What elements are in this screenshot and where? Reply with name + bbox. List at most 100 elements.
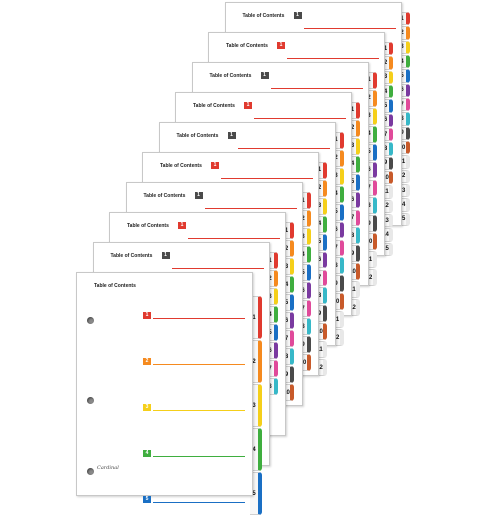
- divider-tab: 3: [332, 167, 344, 185]
- sheet-title: Table of Contents: [127, 223, 169, 229]
- sheet-title: Table of Contents: [94, 283, 136, 289]
- toc-number-box: 1: [161, 252, 170, 259]
- divider-tab: 5: [332, 203, 344, 221]
- divider-tab: 15: [382, 242, 393, 256]
- divider-tab: 11: [332, 311, 344, 329]
- divider-tab: 3: [316, 197, 327, 215]
- divider-tab: 7: [283, 330, 294, 347]
- divider-tab: 1: [349, 102, 360, 119]
- divider-tab: 1: [382, 42, 393, 56]
- divider-tab: 8: [365, 197, 377, 215]
- divider-tab: 7: [365, 179, 377, 197]
- divider-tab: 5: [398, 69, 410, 83]
- divider-tab: 5: [365, 143, 377, 161]
- sheet-title: Table of Contents: [209, 73, 252, 79]
- divider-tab: 12: [332, 329, 344, 346]
- divider-tab: 13: [398, 184, 410, 198]
- sheet-title: Table of Contents: [110, 253, 153, 259]
- sheet-title: Table of Contents: [242, 13, 285, 19]
- toc-number-box: 1: [260, 72, 269, 79]
- divider-tab: 9: [398, 126, 410, 140]
- divider-tab: 4: [316, 215, 327, 233]
- divider-tab: 10: [299, 354, 311, 371]
- divider-tab: 5: [382, 99, 393, 113]
- divider-tab: 6: [283, 312, 294, 329]
- punch-hole: [87, 317, 94, 325]
- toc-entry-line: [153, 456, 245, 457]
- divider-tab: 12: [382, 199, 393, 213]
- divider-tab: 13: [382, 214, 393, 228]
- divider-tab: 6: [398, 83, 410, 97]
- divider-tab: 4: [382, 85, 393, 99]
- divider-tab: 11: [365, 251, 377, 269]
- divider-tab: 9: [316, 305, 327, 323]
- divider-tab: 1: [398, 12, 410, 26]
- toc-number-box: 1: [178, 222, 186, 229]
- divider-tab: 10: [398, 141, 410, 155]
- divider-tab: 12: [398, 169, 410, 183]
- divider-tab: 12: [349, 299, 360, 316]
- divider-tab: 14: [382, 228, 393, 242]
- divider-tab: 11: [398, 155, 410, 169]
- divider-tab: 4: [332, 185, 344, 203]
- toc-entry-line: [153, 502, 245, 503]
- toc-entry-line: [254, 118, 346, 119]
- divider-tab: 7: [332, 239, 344, 257]
- divider-tab: 15: [398, 212, 410, 226]
- toc-entry-line: [270, 88, 363, 89]
- toc-entry-line: [303, 28, 396, 29]
- toc-number-box: 1: [143, 312, 151, 319]
- divider-tab: 5: [299, 264, 311, 281]
- divider-tab: 1: [266, 252, 278, 269]
- toc-entry-line: [287, 58, 379, 59]
- divider-tab: 3: [266, 288, 278, 305]
- divider-tab: 2: [283, 240, 294, 257]
- divider-tab: 6: [266, 342, 278, 359]
- divider-tab: 4: [283, 276, 294, 293]
- divider-tab: 6: [332, 221, 344, 239]
- divider-tab: 2: [299, 210, 311, 227]
- divider-tab: 1: [316, 162, 327, 179]
- punch-hole: [87, 468, 94, 476]
- toc-entry-line: [153, 364, 245, 365]
- divider-tab: 10: [365, 233, 377, 251]
- toc-number-box: 1: [227, 132, 236, 139]
- divider-tab: 6: [365, 161, 377, 179]
- divider-tab: 10: [283, 384, 294, 401]
- toc-entry-line: [153, 410, 245, 411]
- divider-tab: 7: [349, 209, 360, 227]
- divider-tab: 5: [283, 294, 294, 311]
- divider-tab: 1: [332, 132, 344, 149]
- divider-tab: 9: [332, 275, 344, 293]
- divider-tab: 11: [349, 281, 360, 299]
- divider-tab: 2: [365, 89, 377, 107]
- divider-tab: 8: [398, 112, 410, 126]
- toc-entry-line: [188, 238, 280, 239]
- divider-tab: 2: [398, 26, 410, 40]
- divider-tab: 9: [365, 215, 377, 233]
- toc-number-box: 4: [143, 450, 151, 457]
- divider-tab: 1: [299, 192, 311, 209]
- sheet-title: Table of Contents: [226, 43, 268, 49]
- divider-tab: 9: [299, 336, 311, 353]
- divider-tab: 10: [316, 323, 327, 341]
- divider-tab: 4: [365, 125, 377, 143]
- divider-tab: 3: [365, 107, 377, 125]
- divider-tab: 1: [365, 72, 377, 89]
- divider-tab: 11: [316, 341, 327, 359]
- divider-tab: 10: [349, 263, 360, 281]
- divider-tab: 8: [349, 227, 360, 245]
- divider-tab: 14: [398, 198, 410, 212]
- divider-tab: 8: [266, 378, 278, 395]
- divider-tab: 7: [398, 98, 410, 112]
- divider-tab: 2: [266, 270, 278, 287]
- toc-number-box: 1: [293, 12, 302, 19]
- divider-tab: 3: [382, 70, 393, 84]
- divider-tab: 7: [316, 269, 327, 287]
- divider-tab: 4: [349, 155, 360, 173]
- divider-tab: 5: [349, 173, 360, 191]
- divider-sheet: Table of Contents 1 2 3 4 5 Cardinal: [76, 272, 253, 503]
- divider-tab: 9: [283, 366, 294, 383]
- toc-number-box: 1: [277, 42, 285, 49]
- divider-tab: 7: [382, 128, 393, 142]
